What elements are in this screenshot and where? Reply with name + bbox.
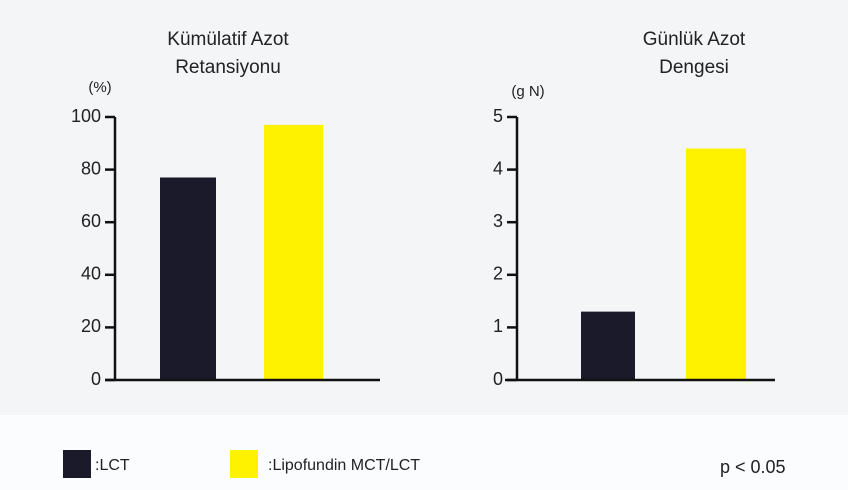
p-value-note: p < 0.05 [720,457,786,477]
y-tick-label: 0 [91,369,101,389]
y-tick-label: 4 [493,158,503,178]
bar [581,311,635,380]
legend-swatch [230,450,258,478]
y-tick-label: 20 [81,316,101,336]
chart-title: Dengesi [659,57,729,78]
y-tick-label: 40 [81,264,101,284]
bar [686,148,746,380]
y-tick-label: 80 [81,158,101,178]
y-tick-label: 2 [493,264,503,284]
y-tick-label: 0 [493,369,503,389]
chart-title: Günlük Azot [643,29,746,50]
y-tick-label: 1 [493,316,503,336]
legend-background [0,415,848,490]
y-tick-label: 100 [71,106,101,126]
chart-title: Kümülatif Azot [167,29,289,50]
bar [160,177,216,380]
y-tick-label: 60 [81,211,101,231]
legend-label: :Lipofundin MCT/LCT [268,457,420,474]
y-tick-label: 5 [493,106,503,126]
y-axis-label: (%) [88,79,111,96]
bar [264,124,323,380]
y-axis-label: (g N) [511,83,544,100]
chart-title: Retansiyonu [175,57,281,78]
legend-label: :LCT [95,457,130,474]
legend-swatch [63,450,91,478]
y-tick-label: 3 [493,211,503,231]
